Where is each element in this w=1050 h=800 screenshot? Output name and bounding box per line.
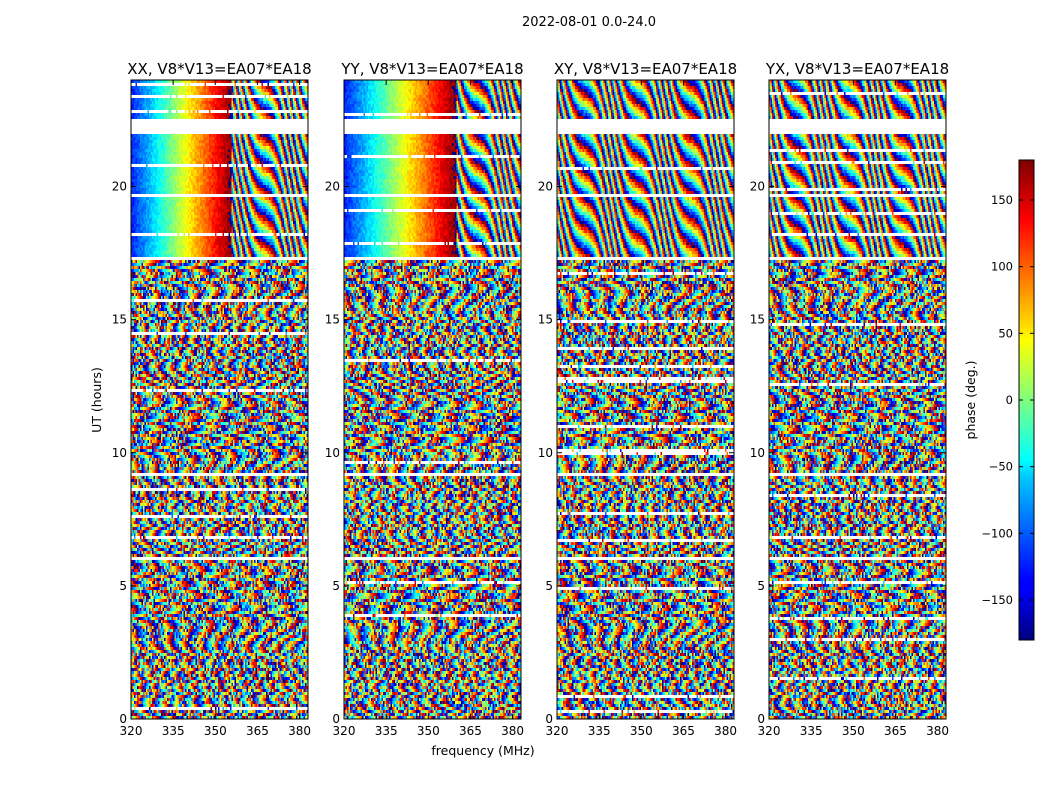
y-tick-label: 0 xyxy=(545,712,553,726)
x-tick-label: 365 xyxy=(459,724,482,738)
y-tick-label: 15 xyxy=(325,313,340,327)
y-tick-label: 10 xyxy=(112,446,127,460)
panel-frame xyxy=(556,79,735,720)
y-tick-label: 15 xyxy=(538,313,553,327)
x-tick-label: 365 xyxy=(672,724,695,738)
panel-frame xyxy=(768,79,947,720)
x-tick-label: 320 xyxy=(758,724,781,738)
phase-heatmap-xy xyxy=(557,80,734,719)
x-tick-label: 335 xyxy=(588,724,611,738)
y-tick-label: 0 xyxy=(332,712,340,726)
panel-title: YX, V8*V13=EA07*EA18 xyxy=(765,60,949,78)
panel-xx: XX, V8*V13=EA07*EA18 320 335 350 365 380 0 5 10 1… xyxy=(112,60,312,738)
y-tick-label: 15 xyxy=(112,313,127,327)
panels-group: XX, V8*V13=EA07*EA18 320 335 350 365 380 0 5 10 1… xyxy=(112,60,949,738)
x-tick-label: 380 xyxy=(714,724,737,738)
x-tick-label: 380 xyxy=(501,724,524,738)
panel-yy: YY, V8*V13=EA07*EA18 320 335 350 365 380 0 5 10 1… xyxy=(325,60,524,738)
colorbar-tick-label: 100 xyxy=(991,260,1013,274)
y-axis-label: UT (hours) xyxy=(89,367,104,433)
x-tick-label: 350 xyxy=(630,724,653,738)
colorbar-tick-label: 50 xyxy=(998,326,1013,340)
colorbar-label: phase (deg.) xyxy=(963,361,978,440)
colorbar-tick-label: −150 xyxy=(981,593,1013,607)
colorbar-ticks: 150 100 50 0 −50 −100 −150 xyxy=(981,193,1034,607)
panel-title: YY, V8*V13=EA07*EA18 xyxy=(340,60,523,78)
panel-title: XX, V8*V13=EA07*EA18 xyxy=(127,60,311,78)
y-tick-label: 0 xyxy=(757,712,765,726)
y-tick-label: 5 xyxy=(332,579,340,593)
y-tick-label: 5 xyxy=(757,579,765,593)
colorbar: 150 100 50 0 −50 −100 −150 phase (deg.) xyxy=(963,159,1035,641)
y-tick-label: 20 xyxy=(112,180,127,194)
colorbar-tick-label: −50 xyxy=(989,460,1013,474)
x-tick-label: 380 xyxy=(926,724,949,738)
panel-title: XY, V8*V13=EA07*EA18 xyxy=(554,60,737,78)
y-tick-label: 20 xyxy=(538,180,553,194)
x-tick-label: 320 xyxy=(546,724,569,738)
figure-suptitle: 2022-08-01 0.0-24.0 xyxy=(522,15,656,30)
y-tick-label: 5 xyxy=(119,579,127,593)
panel-xy: XY, V8*V13=EA07*EA18 320 335 350 365 380 0 5 10 1… xyxy=(538,60,737,738)
x-tick-label: 380 xyxy=(288,724,311,738)
panel-yx: YX, V8*V13=EA07*EA18 320 335 350 365 380 0 5 10 1… xyxy=(750,60,949,738)
y-tick-label: 20 xyxy=(750,180,765,194)
y-tick-label: 0 xyxy=(119,712,127,726)
x-tick-label: 350 xyxy=(204,724,227,738)
y-tick-label: 10 xyxy=(538,446,553,460)
colorbar-tick-label: −100 xyxy=(981,526,1013,540)
y-tick-label: 20 xyxy=(325,180,340,194)
panel-frame xyxy=(130,79,309,720)
x-tick-label: 320 xyxy=(120,724,143,738)
phase-heatmap-yy xyxy=(344,80,521,719)
x-tick-label: 350 xyxy=(842,724,865,738)
x-tick-label: 320 xyxy=(333,724,356,738)
x-axis-label: frequency (MHz) xyxy=(431,743,534,758)
x-tick-label: 365 xyxy=(246,724,269,738)
y-tick-label: 15 xyxy=(750,313,765,327)
colorbar-tick-label: 150 xyxy=(991,193,1013,207)
x-tick-label: 365 xyxy=(884,724,907,738)
y-tick-label: 10 xyxy=(750,446,765,460)
phase-heatmap-xx xyxy=(131,80,308,719)
colorbar-tick-label: 0 xyxy=(1006,393,1013,407)
y-tick-label: 10 xyxy=(325,446,340,460)
x-tick-label: 350 xyxy=(417,724,440,738)
panel-frame xyxy=(343,79,522,720)
x-tick-label: 335 xyxy=(375,724,398,738)
x-tick-label: 335 xyxy=(162,724,185,738)
phase-heatmap-yx xyxy=(769,80,946,719)
x-tick-label: 335 xyxy=(800,724,823,738)
y-tick-label: 5 xyxy=(545,579,553,593)
